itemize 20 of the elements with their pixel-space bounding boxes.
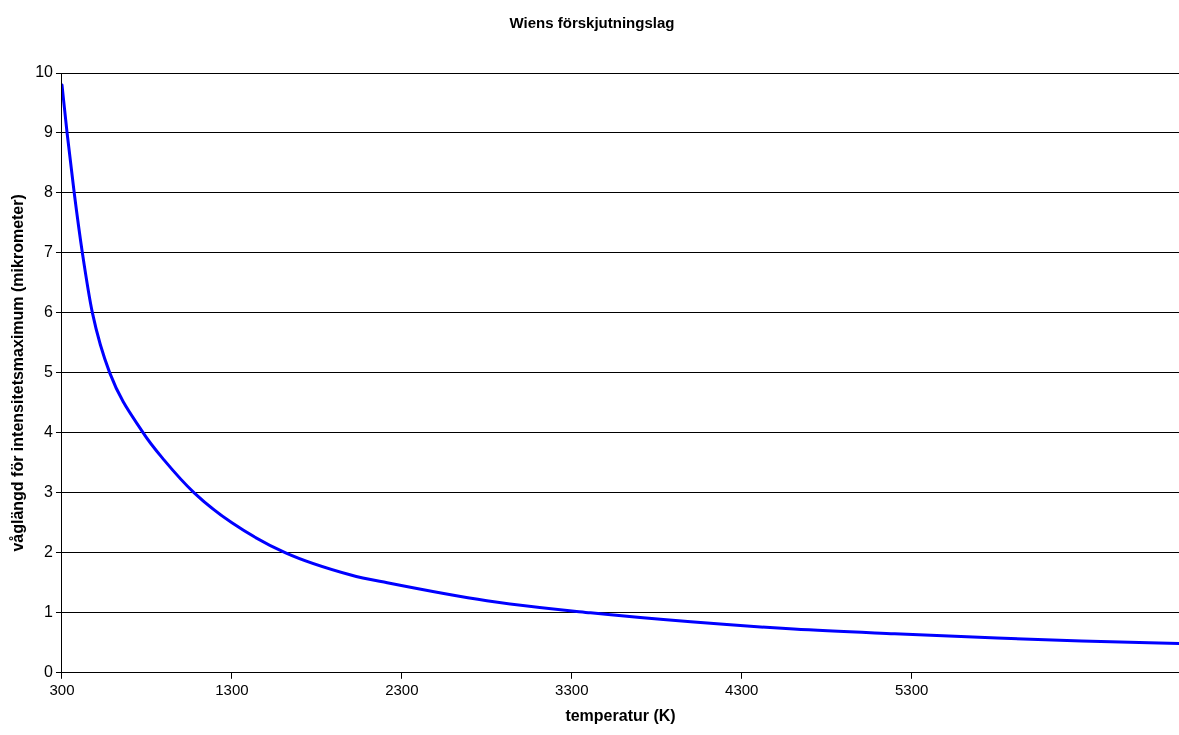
y-tick-label: 7: [44, 243, 54, 261]
y-tick-label: 4: [44, 423, 54, 441]
x-tick-label: 5300: [895, 680, 929, 698]
x-tick-label: 3300: [555, 680, 589, 698]
y-tick-label: 0: [44, 663, 54, 681]
y-tick-label: 6: [44, 303, 54, 321]
x-tick-label: 4300: [725, 680, 759, 698]
chart-title: Wiens förskjutningslag: [509, 14, 675, 32]
y-tick-label: 5: [44, 363, 54, 381]
y-tick-label: 9: [44, 123, 54, 141]
x-tick-label: 300: [49, 680, 75, 698]
x-axis-title: temperatur (K): [565, 706, 676, 724]
y-tick-label: 3: [44, 483, 54, 501]
y-tick-label: 2: [44, 543, 54, 561]
y-tick-label: 1: [44, 603, 54, 621]
y-tick-label: 8: [44, 183, 54, 201]
y-axis-title: våglängd för intensitetsmaximum (mikrometer): [9, 194, 27, 552]
x-tick-label: 1300: [215, 680, 249, 698]
y-tick-label: 10: [35, 63, 54, 81]
x-tick-label: 2300: [385, 680, 419, 698]
